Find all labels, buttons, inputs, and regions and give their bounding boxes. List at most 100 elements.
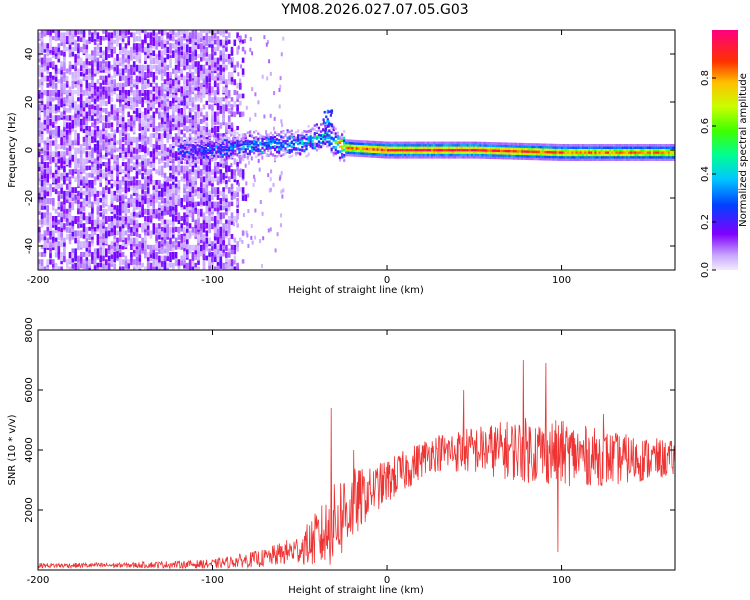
noise-cell [57, 226, 61, 232]
noise-cell [65, 183, 69, 190]
signal-cell [317, 133, 321, 137]
signal-cell [399, 153, 402, 157]
noise-cell [169, 72, 172, 79]
noise-cell [124, 147, 128, 152]
noise-cell [40, 180, 44, 187]
signal-cell [215, 157, 218, 160]
noise-cell [99, 158, 102, 164]
noise-cell [202, 169, 206, 175]
noise-cell [46, 64, 49, 71]
noise-cell [68, 115, 72, 121]
signal-cell [274, 131, 277, 134]
noise-cell [205, 100, 209, 105]
signal-cell [322, 141, 325, 145]
signal-cell [202, 150, 205, 153]
noise-cell [63, 255, 66, 263]
signal-cell [353, 151, 356, 155]
signal-cell [472, 156, 476, 159]
noise-cell [141, 183, 144, 190]
signal-cell [338, 145, 342, 148]
noise-cell [208, 216, 211, 223]
signal-cell [408, 144, 411, 147]
signal-cell [516, 150, 520, 153]
signal-cell [280, 147, 283, 150]
noise-cell [163, 104, 167, 112]
noise-cell [249, 37, 252, 41]
signal-cell [357, 147, 360, 150]
signal-cell [297, 151, 300, 155]
noise-cell [233, 169, 237, 176]
signal-cell [464, 148, 467, 152]
noise-cell [49, 198, 52, 205]
signal-cell [504, 156, 507, 160]
noise-cell [49, 75, 52, 83]
noise-cell [102, 226, 105, 234]
noise-cell [177, 136, 181, 142]
signal-cell [395, 156, 398, 159]
noise-cell [158, 212, 161, 220]
signal-cell [276, 138, 279, 141]
noise-cell [65, 158, 69, 165]
noise-cell [107, 223, 111, 230]
noise-cell [158, 234, 161, 240]
signal-cell [338, 137, 342, 140]
noise-cell [230, 46, 234, 52]
noise-cell [160, 205, 164, 211]
signal-cell [230, 147, 233, 150]
noise-cell [138, 122, 142, 129]
noise-cell [202, 50, 206, 57]
noise-cell [71, 118, 75, 125]
noise-cell [46, 241, 49, 248]
noise-cell [186, 248, 189, 255]
noise-cell [132, 183, 136, 188]
noise-cell [121, 46, 125, 54]
noise-cell [40, 154, 44, 162]
noise-cell [71, 100, 75, 108]
noise-cell [227, 115, 231, 122]
noise-cell [102, 30, 105, 34]
noise-cell [40, 79, 44, 86]
noise-cell [211, 46, 214, 52]
noise-cell [91, 162, 94, 167]
noise-cell [241, 68, 245, 75]
signal-cell [248, 149, 251, 153]
noise-cell [213, 79, 217, 86]
noise-cell [85, 226, 89, 232]
noise-cell [216, 230, 220, 238]
noise-cell [160, 50, 164, 56]
noise-cell [233, 79, 237, 86]
noise-cell [158, 241, 161, 249]
noise-cell [119, 187, 122, 194]
noise-cell [135, 187, 139, 194]
noise-cell [82, 230, 86, 235]
noise-cell [82, 36, 86, 41]
signal-cell [470, 148, 473, 152]
signal-cell [529, 150, 532, 153]
signal-cell [493, 144, 496, 148]
noise-cell [40, 36, 44, 42]
noise-cell [197, 216, 200, 223]
signal-cell [209, 151, 212, 154]
noise-cell [102, 194, 105, 202]
signal-cell [221, 136, 224, 140]
noise-cell [60, 36, 63, 43]
noise-cell [85, 133, 89, 138]
signal-cell [188, 140, 191, 144]
signal-cell [533, 157, 536, 161]
signal-cell [387, 151, 390, 154]
signal-cell [387, 146, 390, 149]
signal-cell [250, 146, 254, 149]
noise-cell [65, 82, 69, 88]
noise-cell [174, 64, 178, 70]
noise-cell [152, 100, 156, 106]
noise-cell [197, 93, 200, 98]
signal-cell [527, 150, 530, 153]
noise-cell [169, 183, 172, 190]
signal-cell [282, 140, 285, 143]
signal-cell [232, 137, 235, 140]
noise-cell [68, 90, 72, 96]
noise-cell [213, 64, 217, 71]
noise-cell [205, 230, 209, 237]
signal-cell [349, 144, 352, 147]
noise-cell [257, 158, 260, 163]
